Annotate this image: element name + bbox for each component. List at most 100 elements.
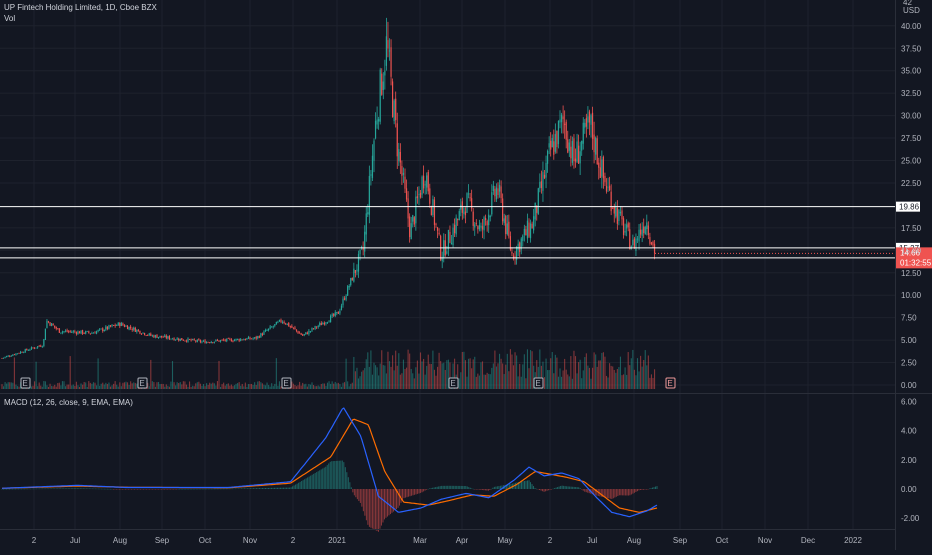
macd-histogram-bar: [489, 489, 491, 491]
candle-body: [402, 172, 405, 175]
volume-bar: [264, 385, 267, 389]
volume-bar: [131, 383, 133, 389]
volume-bar: [40, 385, 42, 389]
macd-histogram-bar: [137, 489, 139, 490]
candle-body: [302, 334, 304, 336]
macd-histogram-bar: [618, 489, 620, 496]
earnings-marker[interactable]: [137, 377, 148, 389]
macd-histogram-bar: [141, 489, 143, 490]
price-tick-label: 15.00: [901, 246, 922, 255]
macd-histogram-bar: [308, 476, 310, 489]
earnings-marker[interactable]: [665, 377, 676, 389]
volume-bar: [615, 372, 617, 389]
macd-histogram-bar: [374, 489, 376, 531]
volume-bar: [429, 363, 431, 389]
macd-histogram-bar: [495, 486, 497, 489]
candle-body: [621, 210, 623, 220]
price-tick-label: 7.50: [901, 314, 917, 323]
candle-body: [570, 146, 572, 159]
candlesticks[interactable]: [1, 17, 656, 359]
candle-body: [294, 327, 296, 330]
macd-histogram-bar: [620, 489, 622, 496]
volume-bar: [359, 376, 361, 389]
macd-histogram-bar: [654, 486, 656, 489]
candle-body: [142, 332, 144, 334]
candle-body: [426, 175, 428, 188]
candle-body: [266, 330, 268, 332]
macd-histogram-bar: [358, 489, 360, 502]
candle-body: [237, 338, 239, 340]
volume-bar: [519, 363, 521, 389]
volume-bar: [632, 349, 634, 389]
volume-bar: [635, 375, 637, 389]
macd-histogram-bar: [608, 489, 610, 499]
candle-body: [202, 340, 205, 342]
price-tick-label: 12.50: [901, 269, 922, 278]
macd-histogram-bar: [84, 488, 86, 489]
volume-bar: [6, 383, 8, 389]
candle-body: [336, 311, 338, 314]
volume-bar: [564, 358, 566, 389]
time-tick-label: Sep: [155, 536, 170, 545]
macd-histogram-bar: [296, 483, 298, 489]
macd-histogram-bar: [340, 460, 342, 489]
candle-body: [483, 217, 485, 231]
macd-histogram-bar: [168, 489, 170, 490]
volume-bar: [624, 367, 626, 389]
candle-body: [574, 158, 577, 162]
volume-bar: [202, 383, 205, 389]
macd-histogram-bar: [435, 487, 437, 489]
volume-bar: [413, 378, 415, 389]
earnings-marker-label: E: [22, 379, 27, 388]
candle-body: [469, 197, 471, 199]
macd-histogram-bar: [429, 488, 431, 489]
volume-bar: [370, 350, 372, 389]
volume-bar: [633, 369, 635, 389]
macd-histogram-bar: [409, 489, 411, 497]
volume-bar: [150, 359, 152, 389]
earnings-marker[interactable]: [281, 377, 292, 389]
volume-bar: [51, 385, 53, 389]
candle-body: [308, 330, 310, 335]
macd-histogram-bar: [438, 486, 440, 489]
volume-bar: [472, 359, 474, 389]
candle-body: [187, 338, 189, 342]
earnings-marker[interactable]: [448, 377, 459, 389]
macd-histogram-bar: [221, 488, 223, 490]
macd-histogram-bar: [76, 488, 78, 489]
candle-body: [421, 176, 423, 195]
volume-bar: [437, 366, 439, 389]
candle-body: [178, 338, 180, 341]
volume-bar: [167, 385, 169, 389]
candle-body: [198, 339, 200, 341]
candle-body: [15, 353, 17, 355]
earnings-marker[interactable]: [533, 377, 544, 389]
candle-body: [316, 326, 318, 328]
macd-histogram-bar: [557, 487, 559, 489]
volume-bar: [43, 381, 45, 389]
candle-body: [436, 227, 439, 231]
candle-body: [113, 325, 115, 326]
macd-histogram-bar: [265, 488, 267, 489]
volume-bar: [305, 383, 307, 389]
candle-body: [44, 328, 46, 340]
volume-bar: [240, 385, 242, 389]
macd-histogram-bar: [263, 488, 265, 489]
volume-bar: [423, 358, 425, 389]
candle-body: [326, 322, 329, 323]
candle-body: [539, 181, 541, 189]
macd-histogram-bar: [533, 486, 535, 489]
volume-bar: [9, 382, 11, 389]
candle-body: [68, 331, 70, 333]
earnings-marker[interactable]: [20, 377, 31, 389]
candle-body: [619, 211, 622, 214]
macd-histogram-bar: [394, 489, 396, 511]
macd-histogram-bar: [653, 487, 655, 489]
candle-body: [582, 122, 584, 144]
macd-histogram-bar: [213, 488, 215, 490]
macd-histogram-bar: [353, 489, 355, 496]
